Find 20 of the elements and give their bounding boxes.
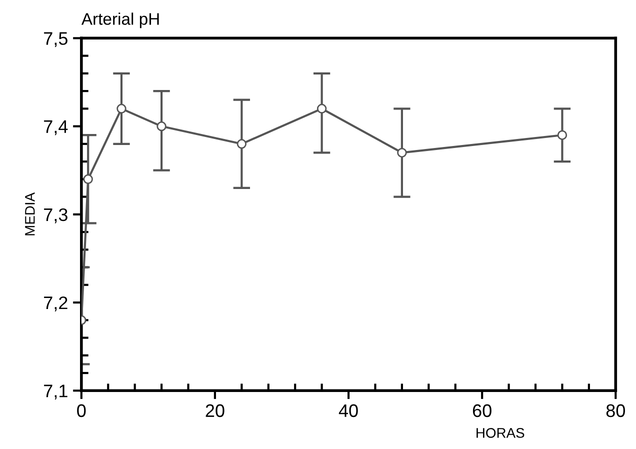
y-tick-label: 7,2 (44, 296, 68, 312)
point (397, 148, 407, 158)
point (83, 174, 93, 184)
chart-title: Arterial pH (81, 12, 159, 28)
y-tick-label: 7,1 (44, 384, 68, 400)
point (236, 139, 247, 149)
x-tick-label: 0 (77, 404, 86, 418)
point (557, 130, 568, 140)
point (116, 104, 126, 114)
x-tick-label: 40 (338, 404, 358, 418)
x-tick-label: 60 (472, 404, 492, 418)
point (156, 121, 166, 132)
y-tick-label: 7,5 (44, 32, 68, 48)
y-axis-title: MEDIA (25, 192, 35, 236)
x-axis-title: HORAS (476, 428, 524, 438)
y-tick-label: 7,4 (44, 120, 68, 136)
x-tick-label: 80 (606, 404, 625, 418)
point (316, 104, 327, 114)
y-tick-label: 7,3 (44, 208, 68, 224)
x-tick-label: 20 (206, 404, 224, 418)
